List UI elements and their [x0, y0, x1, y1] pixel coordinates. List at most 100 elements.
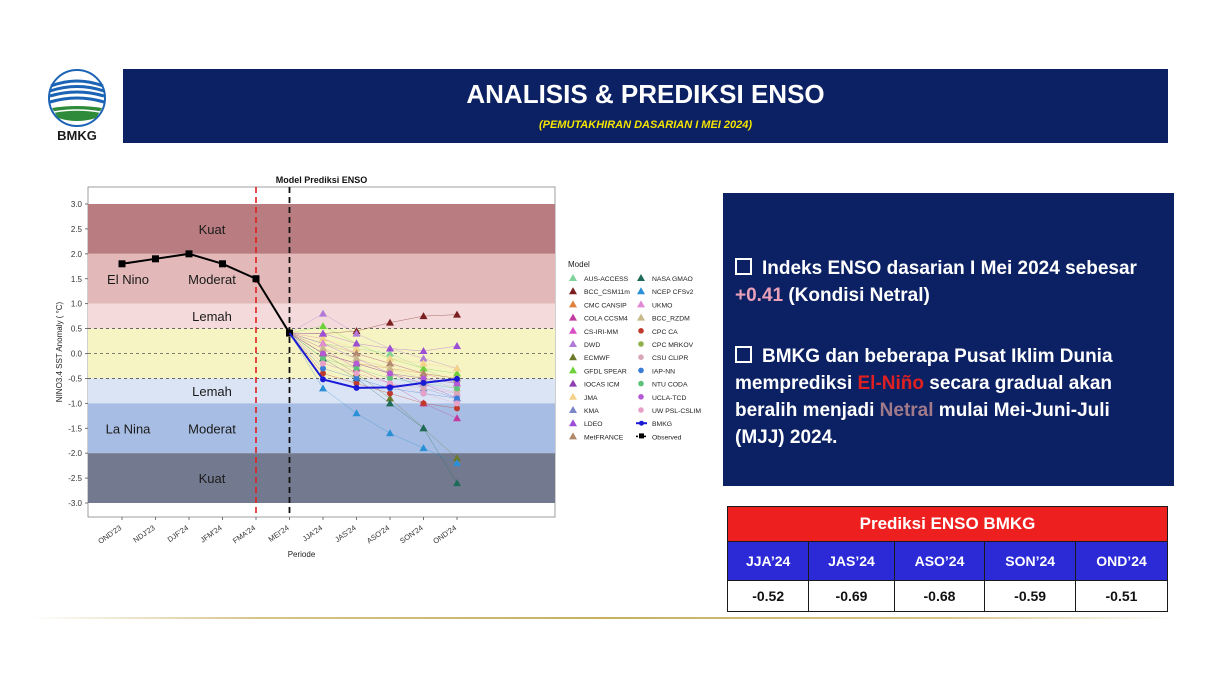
legend-marker	[569, 406, 577, 413]
enso-model-chart: Kuat Moderat Lemah Lemah Moderat Kuat El Nino L…	[55, 175, 701, 559]
model-point	[353, 365, 360, 372]
legend-label: CS-IRI-MM	[584, 329, 618, 336]
table-header-cell: SON’24	[984, 541, 1076, 581]
legend-label: ECMWF	[584, 355, 610, 362]
table-header-cell: ASO’24	[893, 541, 986, 581]
model-point	[319, 339, 327, 347]
model-point	[419, 312, 428, 320]
legend-marker	[638, 394, 644, 400]
model-point	[419, 364, 428, 372]
x-tick-label: NDJ'23	[132, 523, 157, 544]
model-point	[386, 354, 394, 362]
table-value-cell: -0.51	[1074, 580, 1169, 612]
legend-marker	[639, 433, 644, 439]
legend-label: KMA	[584, 408, 599, 415]
model-line-UKMO	[289, 332, 458, 394]
phase-label: La Nina	[106, 421, 152, 436]
bmkg-logo: BMKG	[44, 68, 110, 148]
y-tick-label: -2.0	[68, 449, 82, 458]
category-band-6	[88, 453, 555, 503]
model-point	[352, 329, 361, 337]
table-value-cell: -0.68	[893, 580, 986, 612]
bullet2-text: BMKG dan beberapa Pusat Iklim Dunia memp…	[735, 346, 1113, 394]
model-point	[352, 344, 361, 352]
model-point	[386, 394, 394, 402]
model-point	[454, 385, 460, 392]
y-tick-label: -1.0	[68, 399, 82, 408]
model-point	[319, 384, 327, 392]
legend-label: NASA GMAO	[652, 276, 693, 283]
model-point	[386, 429, 394, 437]
legend-label: UW PSL-CSLIM	[652, 408, 701, 415]
legend-marker	[569, 300, 577, 308]
legend-label: LDEO	[584, 421, 603, 428]
band-label: Lemah	[192, 309, 232, 324]
legend-marker	[637, 287, 645, 295]
prediction-table: Prediksi ENSO BMKG JJA’24 JAS’24 ASO’24 …	[726, 506, 1169, 612]
model-point	[352, 339, 361, 347]
x-tick-label: OND'23	[96, 523, 123, 546]
legend-marker	[637, 313, 645, 321]
legend-marker	[638, 328, 644, 334]
model-point	[319, 309, 327, 317]
bmkg-emblem-icon	[48, 69, 106, 127]
model-line-UW PSL-CSLIM	[289, 332, 458, 404]
legend-marker	[569, 287, 577, 295]
legend-label: IOCAS ICM	[584, 382, 620, 389]
model-point	[386, 364, 394, 372]
legend-label: JMA	[584, 395, 598, 402]
phase-label: El Nino	[107, 272, 149, 287]
prediction-table-title: Prediksi ENSO BMKG	[727, 506, 1168, 542]
model-point	[387, 375, 393, 382]
model-point	[419, 359, 428, 367]
model-point	[352, 354, 361, 362]
model-point	[353, 375, 360, 382]
model-point	[320, 350, 326, 357]
legend-marker	[638, 407, 644, 413]
page-title: ANALISIS & PREDIKSI ENSO	[466, 79, 825, 109]
model-point	[419, 354, 428, 362]
observed-point	[252, 275, 260, 283]
model-point	[453, 479, 461, 487]
legend-label: CSU CLIPR	[652, 355, 688, 362]
legend-marker	[637, 274, 645, 281]
table-header-cell: JJA’24	[726, 541, 810, 581]
model-point	[453, 459, 461, 467]
y-tick-label: 3.0	[71, 200, 83, 209]
y-tick-label: 1.0	[71, 300, 83, 309]
model-line-UCLA-TCD	[289, 332, 458, 384]
model-point	[320, 365, 326, 372]
bmkg-point	[454, 375, 460, 382]
legend-title: Model	[568, 260, 590, 269]
legend-marker	[569, 432, 577, 440]
model-point	[420, 375, 427, 382]
legend-marker	[569, 340, 577, 347]
legend-label: CMC CANSIP	[584, 302, 627, 309]
model-point	[353, 370, 360, 377]
bullet2-middle: secara gradual akan beralih menjadi	[735, 373, 1112, 421]
legend-marker	[569, 326, 577, 334]
category-band-0	[88, 204, 555, 254]
observed-line	[121, 252, 291, 334]
model-point	[420, 390, 427, 397]
bullet-prediction: BMKG dan beberapa Pusat Iklim Dunia memp…	[735, 343, 1155, 451]
table-header-cell: OND’24	[1074, 541, 1169, 581]
y-tick-label: 0.5	[71, 325, 83, 334]
enso-index-value: +0.41	[735, 285, 784, 306]
category-band-1	[88, 253, 555, 304]
category-band-5	[88, 403, 555, 454]
model-line-GFDL SPEAR	[289, 325, 458, 374]
model-point	[419, 369, 428, 377]
logo-label: BMKG	[57, 128, 97, 143]
model-point	[352, 349, 361, 357]
bmkg-point	[420, 379, 427, 386]
legend-marker	[638, 380, 644, 387]
legend-label: COLA CCSM4	[584, 316, 628, 323]
legend-label: UKMO	[652, 302, 672, 309]
legend-marker	[569, 313, 577, 321]
model-point	[420, 385, 427, 392]
y-axis-label: NINO3.4 SST Anomaly ( °C)	[55, 301, 64, 402]
table-value-cell: -0.59	[984, 580, 1076, 612]
model-point	[454, 390, 460, 397]
model-point	[386, 344, 394, 352]
